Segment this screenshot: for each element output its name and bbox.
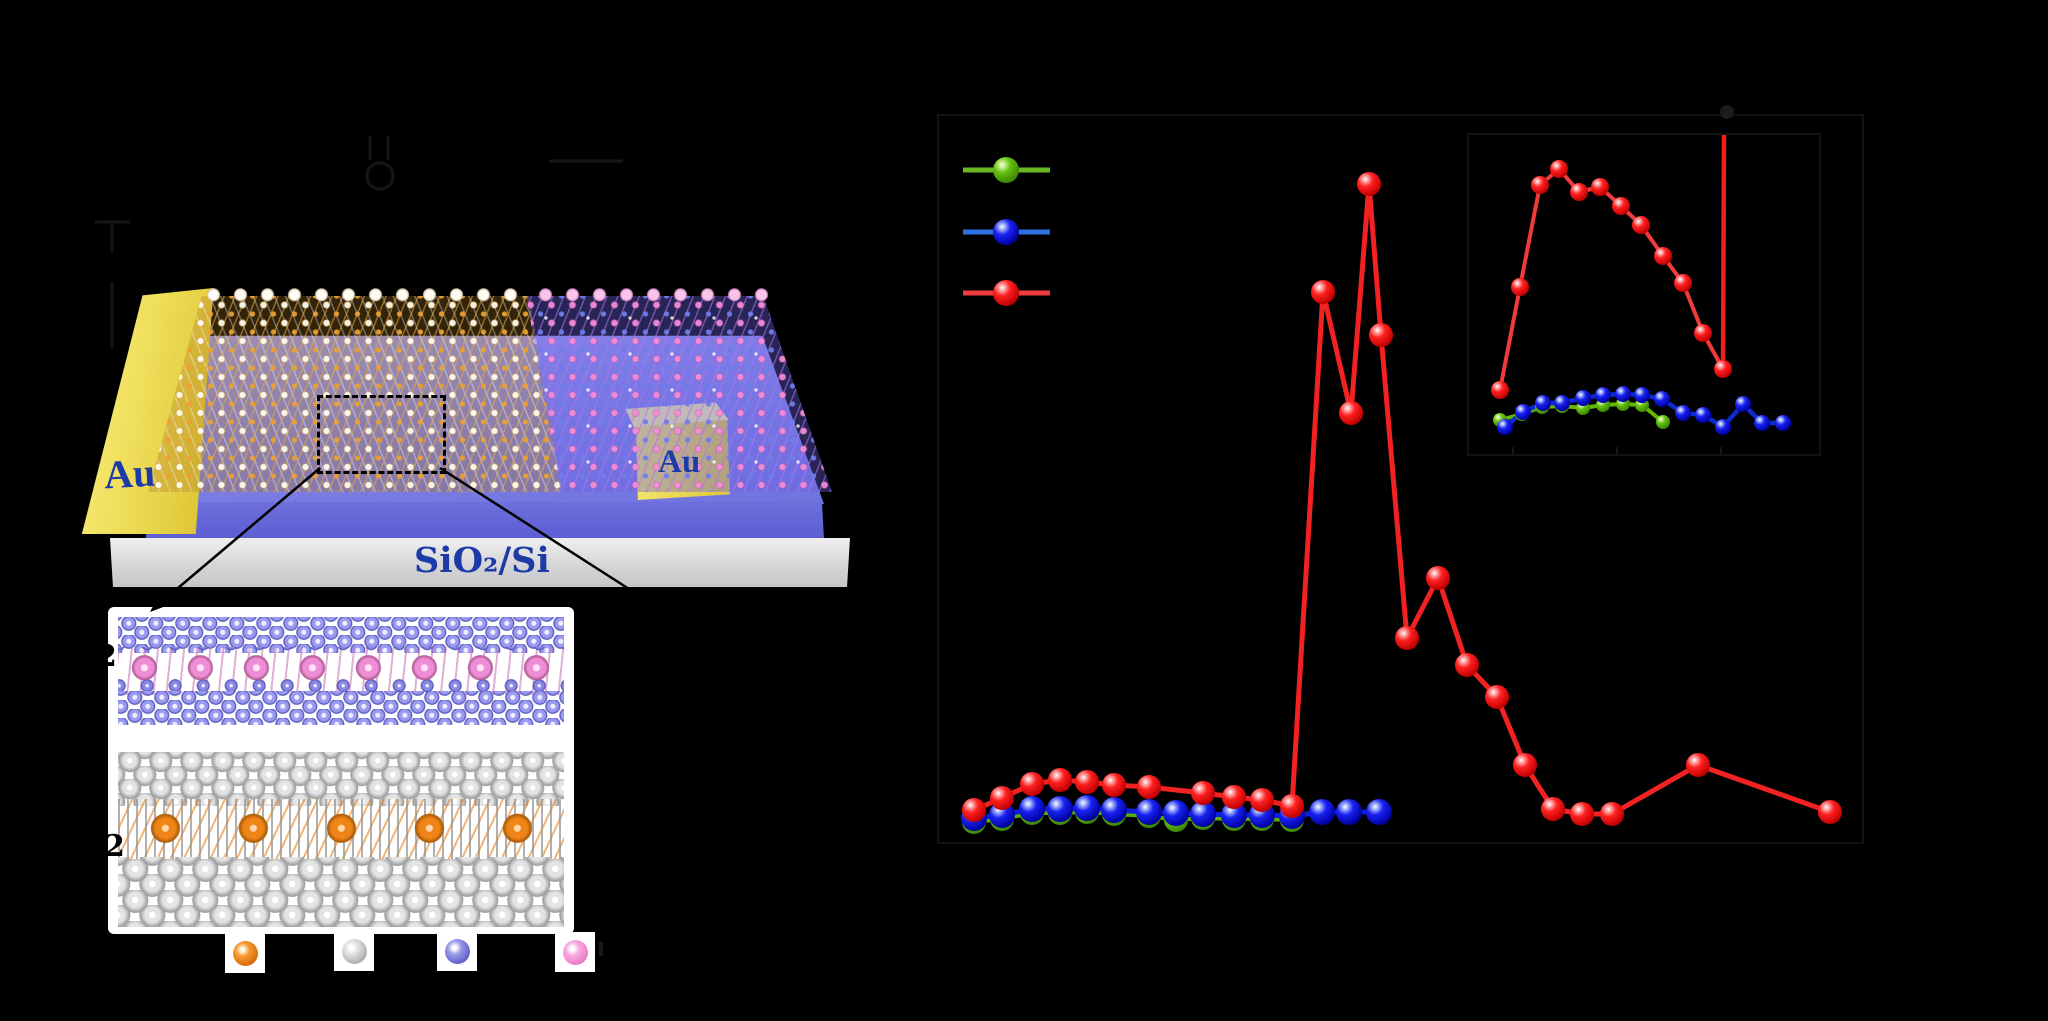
pink-atom-icon (562, 939, 588, 965)
top-layer-pink-atoms-row (118, 647, 564, 695)
atom-legend-gray (334, 931, 374, 971)
top-atom-row-right (532, 284, 768, 308)
atom-legend-orange (225, 933, 265, 973)
top-layer-blue-atoms-row2 (118, 691, 564, 725)
blue-atom-icon (444, 938, 470, 964)
lattice-left-crystal (148, 296, 562, 492)
bottom-layer-gray-atoms-row2 (118, 857, 564, 927)
bottom-layer-orange-atoms-row (118, 799, 564, 863)
crystal-structure-panel: 2 2 (108, 607, 574, 934)
substrate-front-face (146, 502, 824, 539)
electrode-left-label: Au (102, 449, 157, 498)
gray-atom-icon (341, 938, 367, 964)
junction-dashed-box (317, 395, 446, 474)
label-fragment-bar (599, 942, 603, 956)
bottom-layer-gray-atoms-row (118, 752, 564, 806)
atom-legend-pink (555, 932, 595, 972)
substrate-label: SiO₂/Si (414, 540, 550, 581)
atom-legend-blue (437, 931, 477, 971)
orange-atom-icon (232, 940, 258, 966)
formula-subscript-fragment-bottom: 2 (108, 829, 125, 864)
formula-subscript-fragment-top: 2 (108, 639, 117, 674)
top-atom-row-left (200, 284, 530, 308)
electrode-right-label: Au (658, 444, 701, 480)
